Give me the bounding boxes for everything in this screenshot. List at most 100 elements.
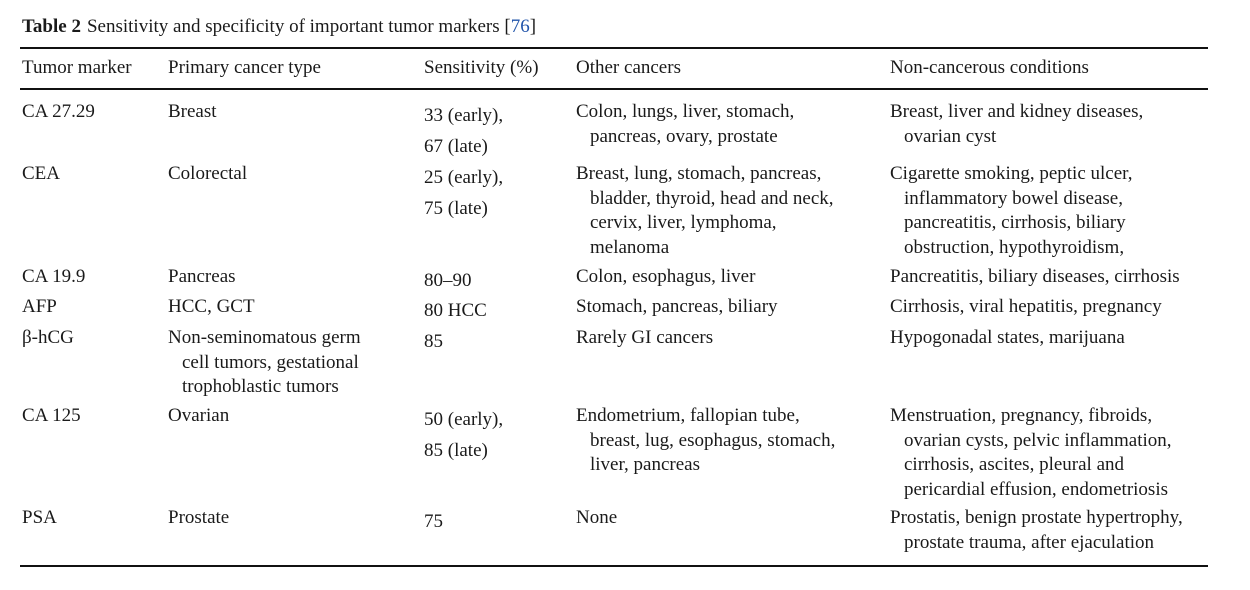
cell-non-cancerous-conditions: Pancreatitis, biliary diseases, cirrhosi… <box>890 265 1180 290</box>
cell-other-cancers: Colon, esophagus, liver <box>576 265 755 290</box>
cell-other-cancers: Stomach, pancreas, biliary <box>576 295 778 320</box>
cell-non-cancerous-conditions: Hypogonadal states, marijuana <box>890 326 1125 351</box>
cell-line: CEA <box>22 163 60 184</box>
cell-line: AFP <box>22 296 57 317</box>
cell-other-cancers: Breast, lung, stomach, pancreas, bladder,… <box>576 162 834 260</box>
cell-other-cancers: Rarely GI cancers <box>576 326 713 351</box>
cell-line: prostate trauma, after ejaculation <box>904 531 1155 553</box>
cell-line: 85 (late) <box>424 440 488 461</box>
cell-primary-cancer-type: Pancreas <box>168 265 236 290</box>
table-header-rule <box>20 88 1208 90</box>
cell-sensitivity: 85 <box>424 326 443 357</box>
cell-primary-cancer-type: Colorectal <box>168 162 247 187</box>
cell-tumor-marker: AFP <box>22 295 57 320</box>
cell-line: 75 (late) <box>424 198 488 219</box>
cell-line: Breast, liver and kidney diseases, <box>890 101 1144 122</box>
cell-primary-cancer-type: Prostate <box>168 506 229 531</box>
header-sensitivity: Sensitivity (%) <box>424 57 539 78</box>
cell-line: Prostate <box>168 507 230 528</box>
cell-sensitivity: 25 (early), 75 (late) <box>424 162 503 224</box>
cell-line: Pancreas <box>168 266 236 287</box>
cell-line: ovarian cysts, pelvic inflammation, <box>904 429 1172 451</box>
cell-line: Non-seminomatous germ <box>168 327 361 348</box>
cell-line: Rarely GI cancers <box>576 327 714 348</box>
cell-tumor-marker: β-hCG <box>22 326 74 351</box>
cell-line: Hypogonadal states, marijuana <box>890 327 1125 348</box>
cell-line: Ovarian <box>168 405 230 426</box>
cell-sensitivity: 75 <box>424 506 443 537</box>
caption-text: Sensitivity and specificity of important… <box>86 16 511 37</box>
cell-tumor-marker: CA 125 <box>22 404 81 429</box>
cell-other-cancers: Endometrium, fallopian tube, breast, lug,… <box>576 404 835 478</box>
cell-non-cancerous-conditions: Prostatis, benign prostate hypertrophy, p… <box>890 506 1183 555</box>
cell-tumor-marker: CA 19.9 <box>22 265 85 290</box>
cell-line: Cirrhosis, viral hepatitis, pregnancy <box>890 296 1162 317</box>
cell-line: Colon, lungs, liver, stomach, <box>576 101 795 122</box>
cell-line: Endometrium, fallopian tube, <box>576 405 800 426</box>
cell-line: CA 125 <box>22 405 81 426</box>
table-bottom-rule <box>20 565 1208 567</box>
cell-line: bladder, thyroid, head and neck, <box>590 187 834 209</box>
cell-line: 80 HCC <box>424 300 487 321</box>
cell-line: Cigarette smoking, peptic ulcer, <box>890 163 1133 184</box>
cell-line: 33 (early), <box>424 105 504 126</box>
reference-link[interactable]: 76 <box>510 16 530 37</box>
cell-line: inflammatory bowel disease, <box>904 187 1123 209</box>
cell-line: β-hCG <box>22 327 74 348</box>
cell-line: ovarian cyst <box>904 125 997 147</box>
cell-line: 75 <box>424 511 443 532</box>
table-label: Table 2 <box>22 16 81 37</box>
cell-line: trophoblastic tumors <box>182 376 339 397</box>
header-other-cancers: Other cancers <box>576 57 681 78</box>
cell-line: None <box>576 507 618 528</box>
cell-non-cancerous-conditions: Menstruation, pregnancy, fibroids, ovaria… <box>890 404 1172 502</box>
table-top-rule <box>20 47 1208 49</box>
caption-close-bracket: ] <box>529 16 537 37</box>
cell-line: melanoma <box>590 236 670 258</box>
cell-primary-cancer-type: Breast <box>168 100 217 125</box>
cell-line: breast, lug, esophagus, stomach, <box>590 429 836 451</box>
table-caption: Table 2 Sensitivity and specificity of im… <box>22 15 536 39</box>
cell-line: HCC, GCT <box>168 296 255 317</box>
cell-line: pancreas, ovary, prostate <box>590 125 778 147</box>
cell-line: 85 <box>424 331 443 352</box>
cell-sensitivity: 80 HCC <box>424 295 487 326</box>
cell-line: liver, pancreas <box>590 454 701 475</box>
cell-line: 80–90 <box>424 270 472 291</box>
cell-sensitivity: 33 (early), 67 (late) <box>424 100 503 162</box>
cell-line: pericardial effusion, endometriosis <box>904 478 1168 500</box>
cell-non-cancerous-conditions: Cirrhosis, viral hepatitis, pregnancy <box>890 295 1162 320</box>
cell-line: Breast, lung, stomach, pancreas, <box>576 163 822 184</box>
cell-line: cervix, liver, lymphoma, <box>590 212 777 233</box>
cell-non-cancerous-conditions: Breast, liver and kidney diseases, ovaria… <box>890 100 1143 149</box>
cell-tumor-marker: CEA <box>22 162 60 187</box>
cell-primary-cancer-type: Ovarian <box>168 404 229 429</box>
header-primary-cancer-type: Primary cancer type <box>168 57 321 78</box>
cell-tumor-marker: CA 27.29 <box>22 100 95 125</box>
cell-line: pancreatitis, cirrhosis, biliary <box>904 212 1126 233</box>
cell-line: Prostatis, benign prostate hypertrophy, <box>890 507 1183 528</box>
cell-line: CA 27.29 <box>22 101 95 122</box>
cell-line: Stomach, pancreas, biliary <box>576 296 778 317</box>
cell-line: Pancreatitis, biliary diseases, cirrhosi… <box>890 266 1180 287</box>
cell-line: 50 (early), <box>424 409 504 430</box>
cell-non-cancerous-conditions: Cigarette smoking, peptic ulcer, inflamma… <box>890 162 1132 260</box>
cell-sensitivity: 50 (early), 85 (late) <box>424 404 503 466</box>
cell-sensitivity: 80–90 <box>424 265 472 296</box>
cell-line: CA 19.9 <box>22 266 86 287</box>
cell-line: 25 (early), <box>424 167 504 188</box>
cell-line: Colon, esophagus, liver <box>576 266 756 287</box>
cell-other-cancers: Colon, lungs, liver, stomach, pancreas, o… <box>576 100 794 149</box>
cell-line: obstruction, hypothyroidism, <box>904 236 1125 258</box>
cell-line: Breast <box>168 101 217 122</box>
cell-other-cancers: None <box>576 506 617 531</box>
cell-tumor-marker: PSA <box>22 506 57 531</box>
header-tumor-marker: Tumor marker <box>22 57 132 78</box>
cell-primary-cancer-type: Non-seminomatous germ cell tumors, gestat… <box>168 326 361 400</box>
cell-line: PSA <box>22 507 57 528</box>
cell-primary-cancer-type: HCC, GCT <box>168 295 255 320</box>
cell-line: cell tumors, gestational <box>182 351 359 373</box>
header-non-cancerous-conditions: Non-cancerous conditions <box>890 57 1089 78</box>
cell-line: Menstruation, pregnancy, fibroids, <box>890 405 1153 426</box>
cell-line: Colorectal <box>168 163 248 184</box>
